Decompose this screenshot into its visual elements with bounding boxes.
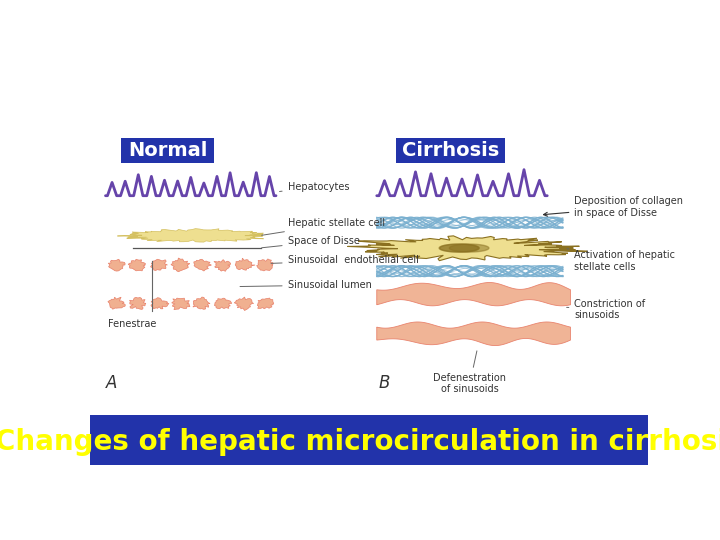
Polygon shape [348,236,588,261]
Polygon shape [108,259,125,271]
Text: Constriction of
sinusoids: Constriction of sinusoids [567,299,646,320]
Polygon shape [215,298,232,309]
Polygon shape [193,297,210,309]
Polygon shape [257,298,274,309]
Polygon shape [377,322,570,346]
Text: Hepatocytes: Hepatocytes [279,181,349,192]
Polygon shape [440,244,480,252]
Text: Defenestration
of sinusoids: Defenestration of sinusoids [433,351,506,394]
Text: Hepatic stellate cell: Hepatic stellate cell [261,219,384,235]
Text: Sinusoidal  endothelial cell: Sinusoidal endothelial cell [271,255,418,266]
Polygon shape [449,244,489,252]
Polygon shape [234,297,253,310]
Text: A: A [106,374,117,392]
Polygon shape [439,244,479,252]
Bar [121,138,214,163]
Polygon shape [171,258,190,272]
Text: Activation of hepatic
stellate cells: Activation of hepatic stellate cells [567,248,675,272]
Polygon shape [130,298,146,309]
Bar [90,415,648,465]
Polygon shape [377,282,570,306]
Polygon shape [150,259,168,271]
Text: Normal: Normal [128,141,207,160]
Polygon shape [194,259,212,271]
Polygon shape [235,258,255,270]
Text: Deposition of collagen
in space of Disse: Deposition of collagen in space of Disse [544,197,683,218]
Text: B: B [378,374,390,392]
Polygon shape [256,259,274,271]
Polygon shape [117,228,264,242]
Text: Fenestrae: Fenestrae [109,319,157,329]
Text: Sinusoidal lumen: Sinusoidal lumen [240,280,372,290]
Polygon shape [128,259,145,271]
Bar [396,138,505,163]
Polygon shape [171,298,190,309]
Polygon shape [108,297,125,309]
Polygon shape [151,298,169,309]
Text: Changes of hepatic microcirculation in cirrhosis: Changes of hepatic microcirculation in c… [0,428,720,456]
Polygon shape [214,260,230,271]
Text: Space of Disse: Space of Disse [261,236,359,248]
Text: Cirrhosis: Cirrhosis [402,141,499,160]
